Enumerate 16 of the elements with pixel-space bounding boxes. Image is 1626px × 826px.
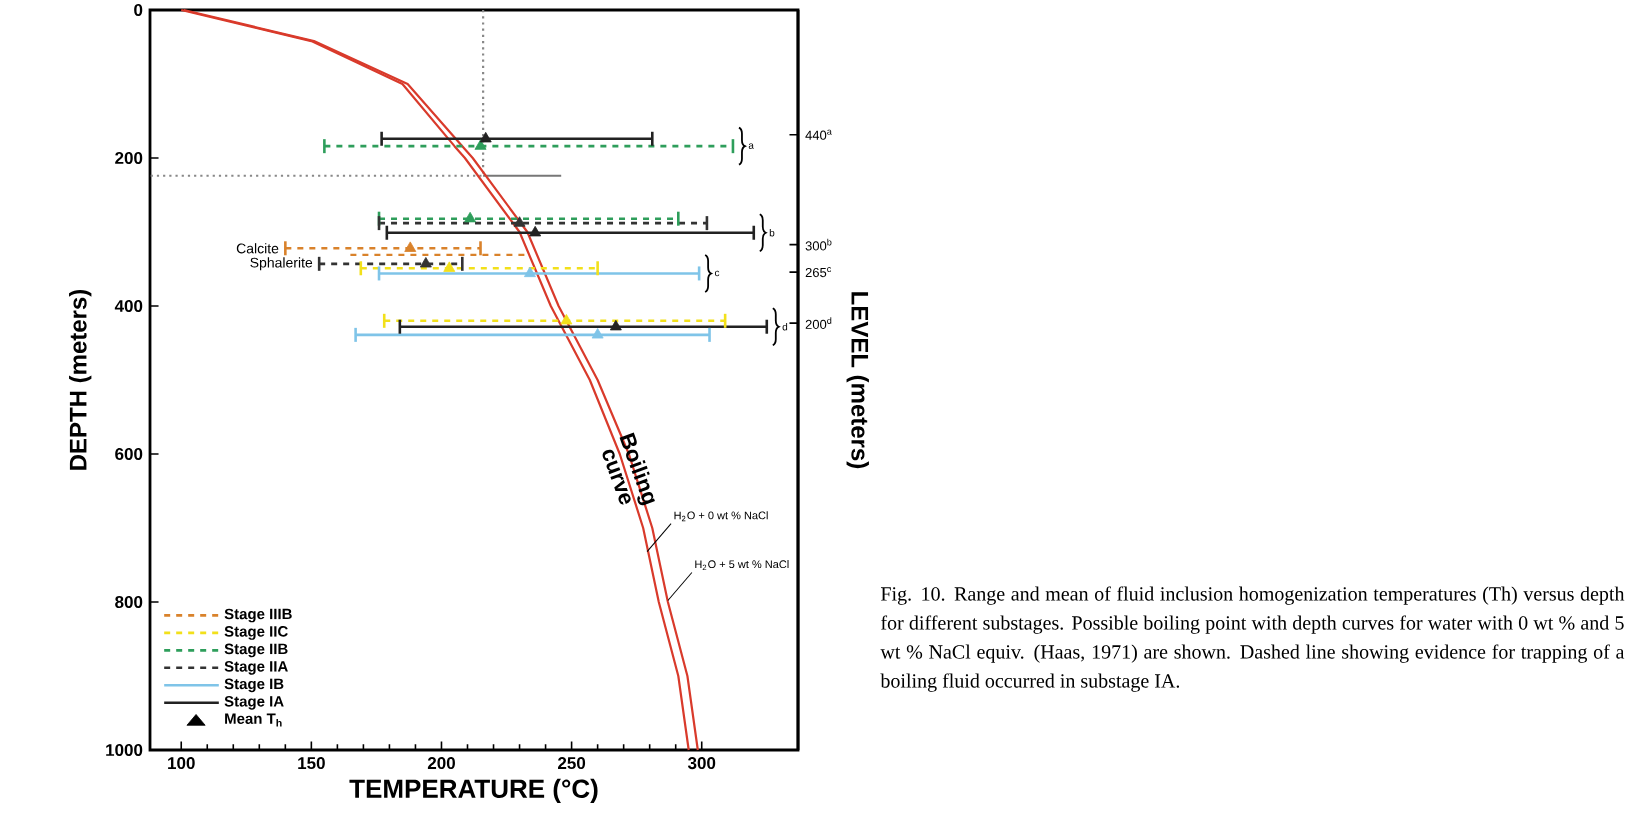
y-tick-label: 200: [115, 152, 143, 165]
x-tick-label: 250: [558, 757, 586, 770]
x-tick-label: 300: [687, 757, 716, 770]
x-tick-label: 200: [427, 757, 455, 770]
y2-axis-title: LEVEL (meters): [846, 292, 869, 469]
y-tick-label: 0: [134, 4, 143, 17]
y-tick-label: 1000: [106, 744, 143, 757]
y-tick-label: 400: [114, 300, 143, 313]
x-tick-label: 150: [298, 757, 325, 770]
x-axis-title: TEMPERATURE (°C): [349, 778, 598, 804]
y-tick-label: 600: [115, 448, 143, 461]
x-tick-label: 100: [168, 757, 195, 770]
caption: Fig. 10. Range and mean of fluid inclusion homogenization temperatures (Th) versus depth for different substages. Possible boiling point with depth curves for water with 0 wt % and 5 wt % NaCl equiv. (Haas, 1971) are shown. Dashed line showing evidence for trapping of a boiling fluid occurred in substage IA.: [880, 586, 1625, 692]
y-axis-title: DEPTH (meters): [69, 289, 92, 470]
y-tick-label: 800: [115, 596, 143, 609]
annotation: Boiling curve: [602, 432, 655, 506]
